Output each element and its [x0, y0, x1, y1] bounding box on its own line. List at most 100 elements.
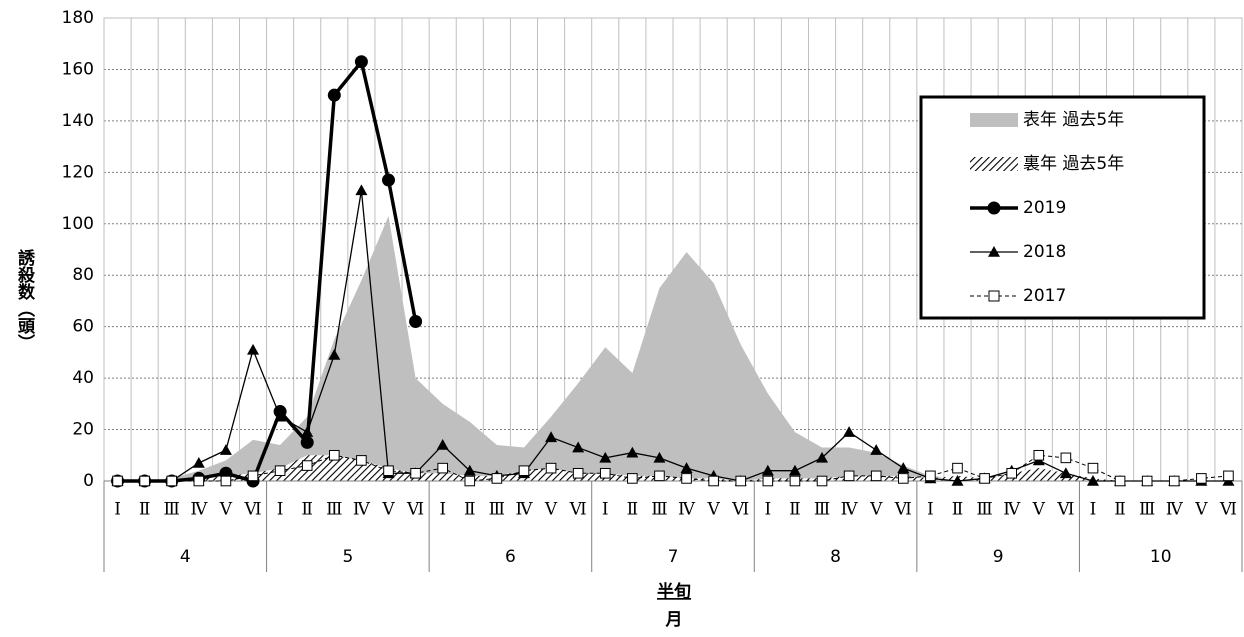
marker — [192, 456, 205, 468]
group-label: 8 — [830, 547, 841, 567]
legend-swatch — [970, 113, 1018, 127]
marker — [1033, 449, 1045, 461]
marker — [354, 55, 368, 69]
marker — [898, 473, 909, 484]
x-tick-label: Ⅴ — [381, 500, 395, 520]
marker — [680, 462, 693, 473]
x-tick-label: Ⅲ — [1139, 500, 1155, 520]
y-tick-label: 40 — [72, 368, 94, 388]
marker — [464, 475, 476, 487]
x-tick-label: Ⅲ — [651, 500, 667, 520]
x-tick-label: Ⅵ — [569, 500, 587, 520]
x-tick-label: Ⅴ — [869, 500, 883, 520]
marker — [409, 315, 423, 329]
marker — [979, 473, 990, 484]
y-tick-label: 80 — [72, 265, 94, 285]
marker — [1223, 470, 1234, 482]
x-tick-label: Ⅳ — [515, 500, 533, 520]
x-tick-label: Ⅱ — [952, 500, 964, 520]
marker — [1168, 475, 1180, 487]
legend-swatch — [970, 157, 1018, 171]
legend-label: 2017 — [1023, 286, 1066, 306]
x-tick-label: Ⅵ — [894, 500, 912, 520]
x-tick-label: Ⅵ — [406, 500, 424, 520]
y-tick-label: 0 — [83, 471, 94, 491]
y-tick-label: 140 — [62, 111, 94, 131]
legend-marker — [988, 246, 1000, 257]
marker — [788, 464, 801, 476]
marker — [843, 470, 855, 482]
marker — [1196, 473, 1207, 484]
marker — [627, 473, 638, 484]
marker — [1006, 467, 1017, 479]
area — [117, 216, 1229, 482]
x-tick-label: Ⅵ — [1219, 500, 1237, 520]
marker — [599, 467, 611, 479]
marker — [436, 438, 449, 450]
x-tick-label: Ⅴ — [1194, 500, 1208, 520]
group-label: 9 — [993, 547, 1004, 567]
marker — [654, 470, 665, 482]
x-tick-label: Ⅰ — [439, 500, 446, 520]
marker — [843, 426, 856, 437]
x-tick-label: Ⅳ — [678, 500, 696, 520]
hatched-area — [117, 455, 1229, 481]
y-tick-label: 160 — [62, 59, 94, 79]
marker — [274, 410, 287, 422]
x-tick-label: Ⅳ — [1166, 500, 1184, 520]
x-axis-label: 半旬 — [657, 581, 691, 602]
x-tick-label: Ⅱ — [301, 500, 313, 520]
x-tick-label: Ⅲ — [326, 500, 342, 520]
y-axis-label: 誘殺数（頭） — [14, 248, 36, 351]
y-tick-label: 60 — [72, 317, 94, 337]
x-tick-label: Ⅲ — [976, 500, 992, 520]
marker — [762, 475, 774, 487]
marker — [219, 444, 232, 455]
y-tick-label: 180 — [62, 8, 94, 28]
x-tick-label: Ⅰ — [1090, 500, 1097, 520]
marker — [599, 451, 612, 463]
marker — [897, 462, 910, 473]
marker — [166, 475, 178, 487]
marker — [681, 473, 692, 484]
y-tick-label: 100 — [62, 214, 94, 234]
series-4 — [112, 449, 1234, 487]
marker — [816, 475, 828, 487]
y-tick-label: 20 — [72, 420, 94, 440]
marker — [545, 462, 557, 474]
marker — [816, 451, 829, 463]
x-tick-label: Ⅳ — [190, 500, 208, 520]
x-tick-label: Ⅴ — [707, 500, 721, 520]
marker — [870, 444, 883, 455]
legend-marker — [987, 201, 1001, 215]
marker — [1087, 462, 1099, 474]
marker — [761, 464, 774, 476]
marker — [437, 462, 448, 474]
x-tick-label: Ⅱ — [627, 500, 639, 520]
x-tick-label: Ⅰ — [114, 500, 121, 520]
marker — [870, 470, 882, 482]
marker — [626, 446, 639, 458]
x-tick-label: Ⅵ — [1056, 500, 1074, 520]
group-label: 6 — [505, 547, 516, 567]
marker — [274, 465, 286, 477]
marker — [247, 470, 259, 482]
marker — [139, 475, 150, 487]
marker — [952, 462, 963, 474]
x-tick-label: Ⅴ — [1032, 500, 1046, 520]
marker — [300, 435, 314, 449]
marker — [383, 465, 394, 477]
x-tick-label: Ⅰ — [927, 500, 934, 520]
x-tick-label: Ⅰ — [277, 500, 284, 520]
marker — [572, 467, 584, 479]
x-tick-label: Ⅰ — [764, 500, 771, 520]
marker — [1086, 475, 1099, 486]
marker — [491, 473, 503, 484]
marker — [789, 475, 801, 487]
marker — [301, 460, 313, 471]
marker — [220, 475, 232, 487]
marker — [328, 348, 341, 360]
